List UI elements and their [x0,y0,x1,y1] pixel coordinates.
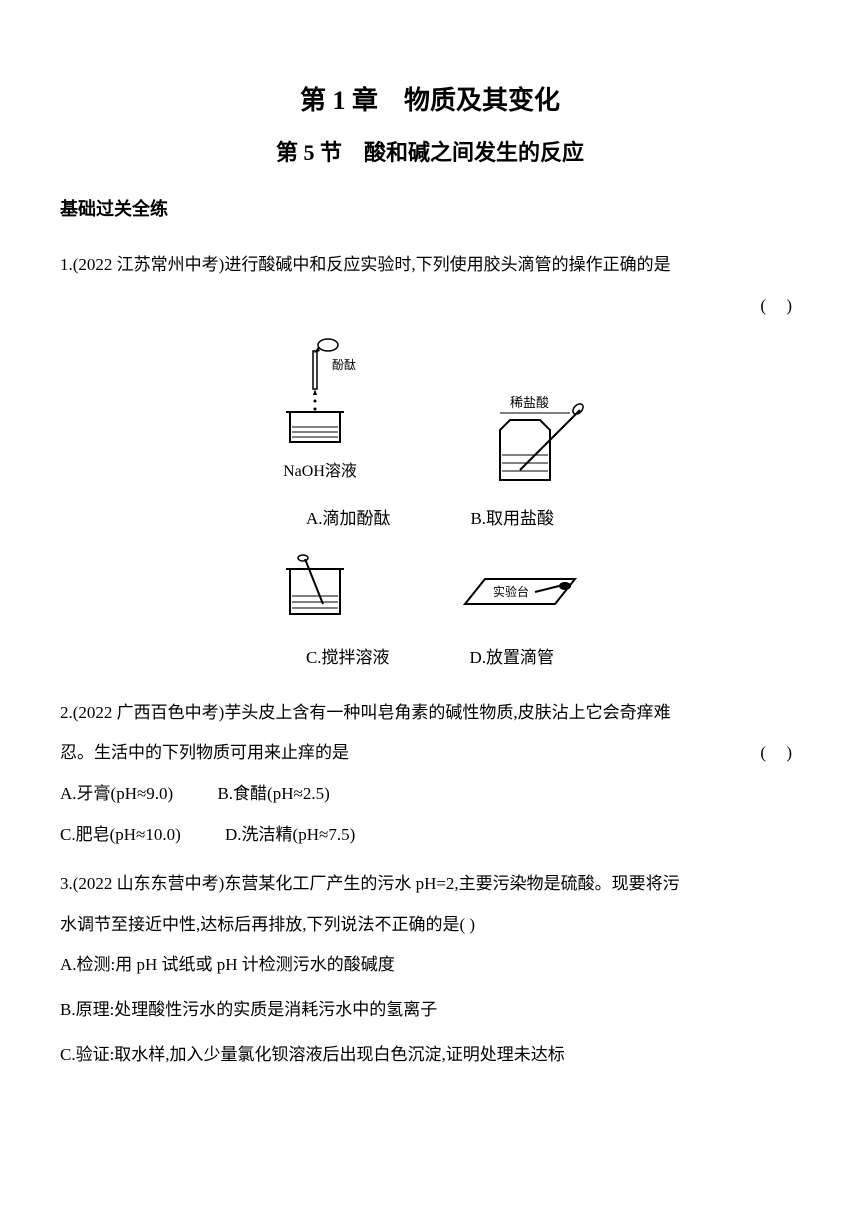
q2-options-row1: A.牙膏(pH≈9.0) B.食醋(pH≈2.5) [60,774,800,815]
dropper-beaker-icon: 酚酞 [270,337,370,447]
svg-text:酚酞: 酚酞 [332,357,356,372]
svg-text:稀盐酸: 稀盐酸 [510,395,549,410]
q1-figure-b: 稀盐酸 [470,395,590,491]
q2-optA: A.牙膏(pH≈9.0) [60,774,173,815]
q1-figure-row-1: 酚酞 NaOH溶液 稀盐酸 [60,337,800,491]
q2-line1: 2.(2022 广西百色中考)芋头皮上含有一种叫皂角素的碱性物质,皮肤沾上它会奇… [60,693,800,734]
q2-optC: C.肥皂(pH≈10.0) [60,815,181,856]
q2-optD: D.洗洁精(pH≈7.5) [225,815,355,856]
q1-figure-d: 实验台 [455,564,585,630]
q1-text: 1.(2022 江苏常州中考)进行酸碱中和反应实验时,下列使用胶头滴管的操作正确… [60,245,800,286]
q3-optB: B.原理:处理酸性污水的实质是消耗污水中的氢离子 [60,990,800,1031]
q1-optD: D.放置滴管 [470,638,555,679]
q1-figure-c [275,554,355,630]
q3-line2: 水调节至接近中性,达标后再排放,下列说法不正确的是( ) [60,905,800,946]
question-3: 3.(2022 山东东营中考)东营某化工厂产生的污水 pH=2,主要污染物是硫酸… [60,864,800,1076]
q1-figA-bottom-label: NaOH溶液 [283,453,357,491]
question-1: 1.(2022 江苏常州中考)进行酸碱中和反应实验时,下列使用胶头滴管的操作正确… [60,245,800,679]
chapter-title: 第 1 章 物质及其变化 [60,80,800,117]
q1-optB: B.取用盐酸 [470,499,554,540]
q3-optA: A.检测:用 pH 试纸或 pH 计检测污水的酸碱度 [60,945,800,986]
q1-optA: A.滴加酚酞 [306,499,391,540]
q1-figure-a: 酚酞 NaOH溶液 [270,337,370,491]
q3-line1: 3.(2022 山东东营中考)东营某化工厂产生的污水 pH=2,主要污染物是硫酸… [60,864,800,905]
dropper-table-icon: 实验台 [455,564,585,624]
section-title: 第 5 节 酸和碱之间发生的反应 [60,135,800,167]
q1-figure-row-2: 实验台 [60,554,800,630]
q2-optB: B.食醋(pH≈2.5) [217,774,329,815]
q1-optC: C.搅拌溶液 [306,638,390,679]
stir-beaker-icon [275,554,355,624]
q1-option-row-1: A.滴加酚酞 B.取用盐酸 [60,499,800,540]
practice-header: 基础过关全练 [60,195,800,221]
q2-options-row2: C.肥皂(pH≈10.0) D.洗洁精(pH≈7.5) [60,815,800,856]
question-2: 2.(2022 广西百色中考)芋头皮上含有一种叫皂角素的碱性物质,皮肤沾上它会奇… [60,693,800,856]
dropper-bottle-icon: 稀盐酸 [470,395,590,485]
q3-optC: C.验证:取水样,加入少量氯化钡溶液后出现白色沉淀,证明处理未达标 [60,1035,800,1076]
q2-line2: 忍。生活中的下列物质可用来止痒的是 ( ) [60,733,800,774]
q1-option-row-2: C.搅拌溶液 D.放置滴管 [60,638,800,679]
svg-text:实验台: 实验台 [493,584,529,599]
